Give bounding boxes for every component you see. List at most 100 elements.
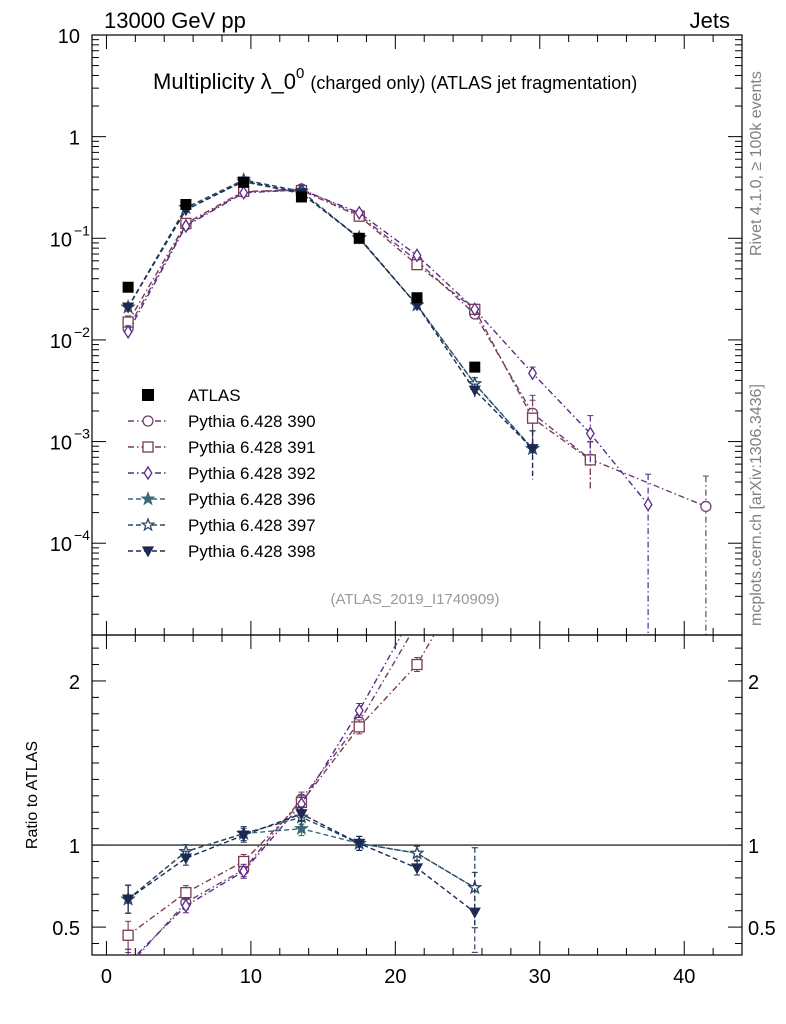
y-tick-label-exponent: −2 (74, 324, 90, 340)
data-point (526, 412, 539, 424)
reference-point (353, 232, 365, 244)
ratio-pythia-6-428-396 (120, 820, 483, 929)
ratio-tick-label-right: 1 (748, 836, 759, 858)
x-tick-label: 0 (101, 966, 112, 988)
x-tick-label: 40 (673, 966, 695, 988)
data-point (412, 248, 422, 263)
legend-label: Pythia 6.428 390 (188, 412, 316, 431)
reference-point (411, 292, 423, 304)
reference-point (122, 281, 134, 293)
chart-title: Multiplicity λ_00 (charged only) (ATLAS j… (153, 65, 637, 94)
ratio-pythia-6-428-390 (123, 619, 422, 971)
data-point (122, 302, 135, 314)
main-series-group (120, 172, 712, 635)
data-point (140, 491, 156, 506)
ratio-pythia-6-428-398 (122, 806, 481, 953)
data-point (410, 863, 424, 875)
ratio-frame (91, 634, 743, 956)
ratio-pythia-6-428-392 (124, 635, 403, 969)
legend-label: Pythia 6.428 396 (188, 490, 316, 509)
data-point (180, 886, 192, 899)
y-tick-label: 10 (50, 331, 72, 353)
data-point (123, 324, 133, 340)
ratio-pythia-6-428-391 (122, 635, 435, 950)
data-point (142, 441, 154, 453)
x-tick-label: 10 (240, 966, 262, 988)
y-tick-label: 10 (50, 433, 72, 455)
title-suffix: (charged only) (ATLAS jet fragmentation) (310, 73, 637, 93)
data-point (526, 444, 539, 456)
legend-marker-atlas (142, 389, 154, 401)
data-point (354, 205, 364, 221)
legend-label: Pythia 6.428 398 (188, 542, 316, 561)
y-tick-label-exponent: −3 (74, 426, 90, 442)
title-superscript: 0 (296, 65, 304, 82)
ratio-line (135, 635, 403, 955)
ratio-tick-label-right: 2 (748, 672, 759, 694)
header-left: 13000 GeV pp (104, 8, 246, 33)
ratio-tick-label-right: 0.5 (748, 918, 776, 940)
data-point (411, 658, 423, 671)
ratio-panel: 0 10 20 30 40 0.5 0.5 1 1 2 2 Ratio to ATLAS (24, 619, 776, 988)
reference-point (469, 361, 481, 373)
data-point (179, 853, 192, 865)
data-point (140, 517, 156, 532)
reference-point (295, 191, 307, 203)
reference-point (180, 198, 192, 210)
header-right: Jets (689, 8, 730, 33)
data-point (585, 426, 595, 441)
y-tick-label: 10 (50, 229, 72, 251)
data-point (237, 830, 250, 842)
reference-point (238, 176, 250, 188)
data-point (124, 957, 132, 969)
data-point (353, 838, 366, 850)
series-pythia-6-428-392 (123, 182, 653, 635)
data-point (142, 415, 154, 427)
title-main: Multiplicity λ_0 (153, 69, 296, 94)
data-point (700, 500, 712, 513)
y-tick-label: 10 (50, 534, 72, 556)
series-line (127, 188, 707, 508)
data-point (293, 820, 309, 836)
data-point (143, 465, 153, 481)
data-point (141, 546, 155, 558)
y-tick-label-exponent: −4 (74, 527, 90, 543)
data-point (528, 366, 538, 381)
data-point (412, 619, 422, 629)
data-point (468, 385, 481, 397)
data-point (354, 703, 364, 718)
series-line (127, 189, 649, 506)
ratio-ylabel: Ratio to ATLAS (24, 741, 41, 849)
data-point (353, 721, 365, 733)
y-tick-label-exponent: −1 (74, 222, 90, 238)
legend: ATLAS Pythia 6.428 390 Pythia 6.428 391 Pyt… (128, 386, 316, 561)
ratio-tick-label: 2 (69, 672, 80, 694)
chart-texts: Multiplicity λ_00 (charged only) (ATLAS j… (153, 65, 637, 608)
data-point (122, 894, 135, 906)
legend-label: Pythia 6.428 397 (188, 516, 316, 535)
x-tick-label: 20 (384, 966, 406, 988)
y-tick-label: 10 (58, 26, 80, 48)
legend-label-atlas: ATLAS (188, 386, 241, 405)
series-atlas (122, 176, 481, 373)
data-point (470, 302, 480, 317)
ratio-tick-label: 0.5 (52, 918, 80, 940)
analysis-label: (ATLAS_2019_I1740909) (330, 591, 499, 608)
x-tick-label: 30 (529, 966, 551, 988)
data-point (239, 864, 249, 879)
y-tick-label: 1 (69, 128, 80, 150)
ratio-tick-label: 1 (69, 836, 80, 858)
data-point (123, 961, 133, 971)
data-point (181, 218, 191, 234)
series-line (127, 180, 534, 450)
legend-label: Pythia 6.428 392 (188, 464, 316, 483)
ratio-line (137, 635, 412, 955)
ratio-series-group (120, 619, 483, 971)
data-point (122, 929, 134, 941)
data-point (468, 907, 481, 919)
data-point (643, 497, 653, 512)
data-point (181, 898, 191, 913)
data-point (239, 185, 249, 201)
